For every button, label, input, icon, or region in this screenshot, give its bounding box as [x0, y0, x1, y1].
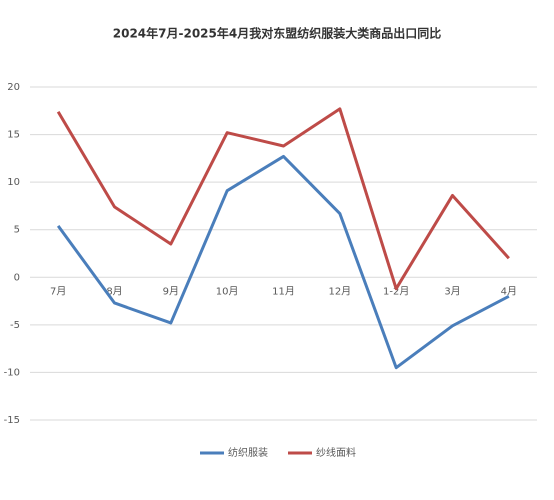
y-tick-label: -5	[10, 320, 20, 331]
series-line	[56, 107, 510, 291]
x-tick-label: 7月	[50, 285, 66, 297]
y-tick-label: 5	[14, 225, 20, 236]
y-tick-label: 15	[7, 130, 20, 141]
legend-label: 纱线面料	[316, 446, 356, 459]
x-tick-label: 12月	[328, 285, 351, 297]
y-tick-label: -10	[4, 367, 20, 378]
x-tick-label: 1-2月	[383, 285, 409, 297]
series-line	[56, 154, 510, 370]
y-tick-label: 0	[14, 272, 20, 283]
legend-label: 纺织服装	[228, 446, 268, 459]
y-tick-label: 20	[7, 82, 20, 93]
y-tick-label: -15	[4, 415, 20, 426]
x-tick-label: 9月	[163, 285, 179, 297]
x-tick-label: 4月	[501, 285, 517, 297]
chart-title: 2024年7月-2025年4月我对东盟纺织服装大类商品出口同比	[113, 26, 441, 41]
x-tick-label: 8月	[106, 285, 122, 297]
y-tick-label: 10	[7, 177, 20, 188]
x-tick-label: 11月	[272, 285, 295, 297]
x-tick-label: 3月	[444, 285, 460, 297]
x-tick-label: 10月	[216, 285, 239, 297]
